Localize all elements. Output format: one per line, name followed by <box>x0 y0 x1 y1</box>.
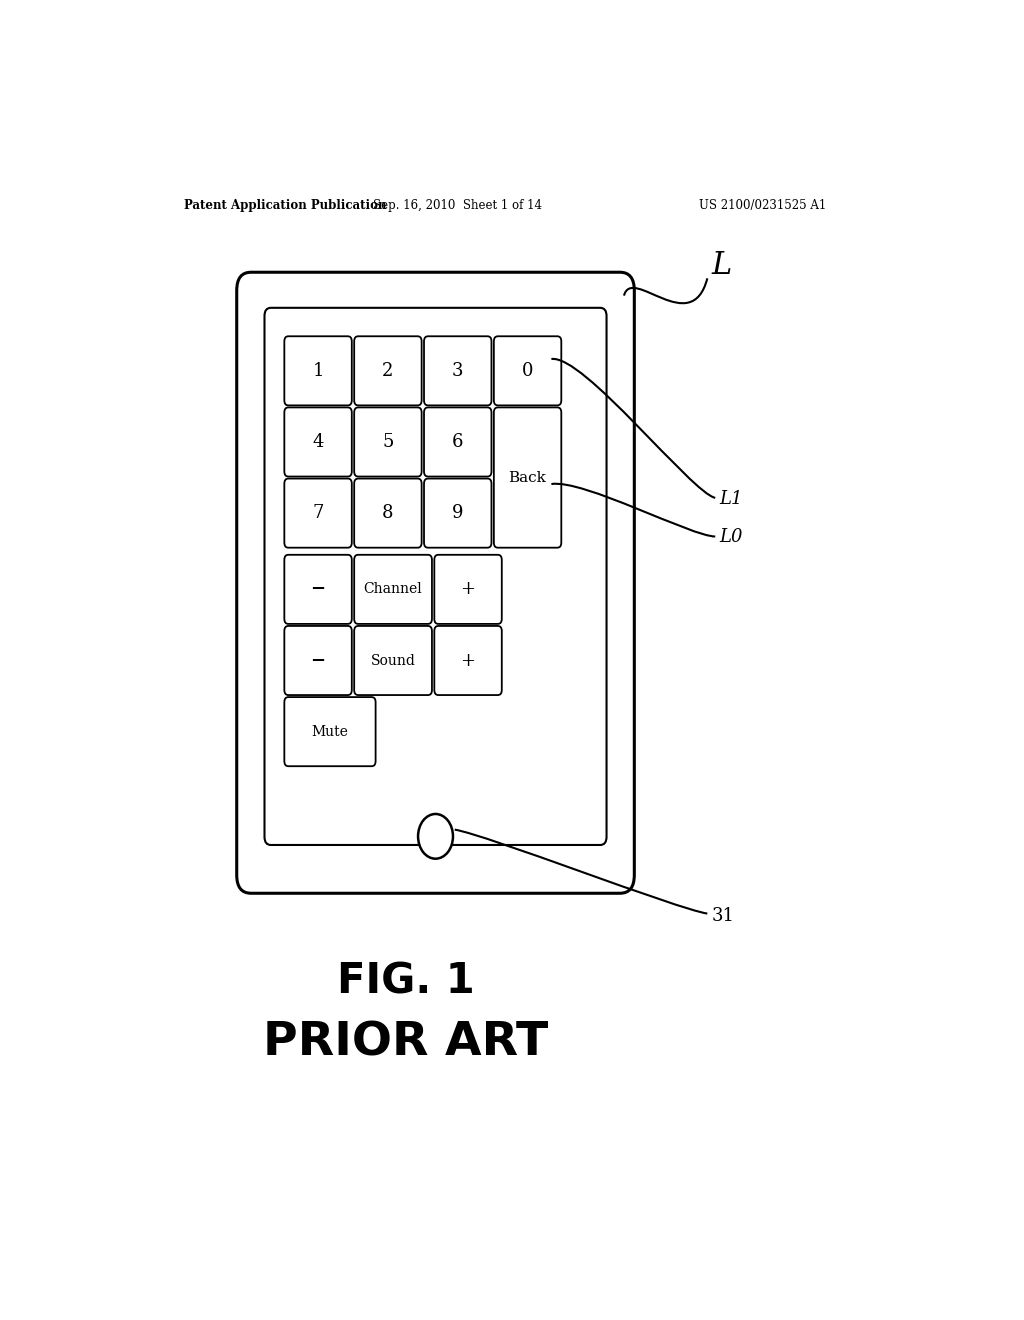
Text: +: + <box>461 652 475 669</box>
FancyBboxPatch shape <box>354 479 422 548</box>
Text: L: L <box>712 249 731 281</box>
FancyBboxPatch shape <box>434 554 502 624</box>
Text: US 2100/0231525 A1: US 2100/0231525 A1 <box>699 199 826 213</box>
Text: Sep. 16, 2010  Sheet 1 of 14: Sep. 16, 2010 Sheet 1 of 14 <box>373 199 542 213</box>
FancyBboxPatch shape <box>285 554 352 624</box>
Text: +: + <box>461 581 475 598</box>
Text: −: − <box>310 581 326 598</box>
FancyBboxPatch shape <box>285 337 352 405</box>
Text: Mute: Mute <box>311 725 348 739</box>
Text: 7: 7 <box>312 504 324 523</box>
FancyBboxPatch shape <box>285 408 352 477</box>
Text: 5: 5 <box>382 433 393 451</box>
Text: Sound: Sound <box>371 653 416 668</box>
FancyBboxPatch shape <box>424 337 492 405</box>
FancyBboxPatch shape <box>285 697 376 766</box>
Text: L1: L1 <box>719 490 742 508</box>
Text: 3: 3 <box>452 362 464 380</box>
Text: 1: 1 <box>312 362 324 380</box>
Text: 8: 8 <box>382 504 393 523</box>
FancyBboxPatch shape <box>354 554 432 624</box>
FancyBboxPatch shape <box>237 272 634 894</box>
FancyBboxPatch shape <box>264 308 606 845</box>
Text: Patent Application Publication: Patent Application Publication <box>183 199 386 213</box>
Text: PRIOR ART: PRIOR ART <box>263 1020 549 1065</box>
Text: 2: 2 <box>382 362 393 380</box>
FancyBboxPatch shape <box>285 626 352 696</box>
FancyBboxPatch shape <box>494 408 561 548</box>
FancyBboxPatch shape <box>434 626 502 696</box>
FancyBboxPatch shape <box>354 626 432 696</box>
FancyBboxPatch shape <box>354 337 422 405</box>
FancyBboxPatch shape <box>424 479 492 548</box>
Text: 6: 6 <box>452 433 464 451</box>
Circle shape <box>418 814 453 859</box>
Text: 9: 9 <box>452 504 464 523</box>
Text: −: − <box>310 652 326 669</box>
Text: FIG. 1: FIG. 1 <box>337 961 475 1003</box>
Text: 31: 31 <box>712 907 734 924</box>
Text: Channel: Channel <box>364 582 423 597</box>
Text: Back: Back <box>509 470 547 484</box>
FancyBboxPatch shape <box>285 479 352 548</box>
FancyBboxPatch shape <box>354 408 422 477</box>
Text: 0: 0 <box>522 362 534 380</box>
FancyBboxPatch shape <box>494 337 561 405</box>
Text: L0: L0 <box>719 528 742 545</box>
FancyBboxPatch shape <box>424 408 492 477</box>
Text: 4: 4 <box>312 433 324 451</box>
